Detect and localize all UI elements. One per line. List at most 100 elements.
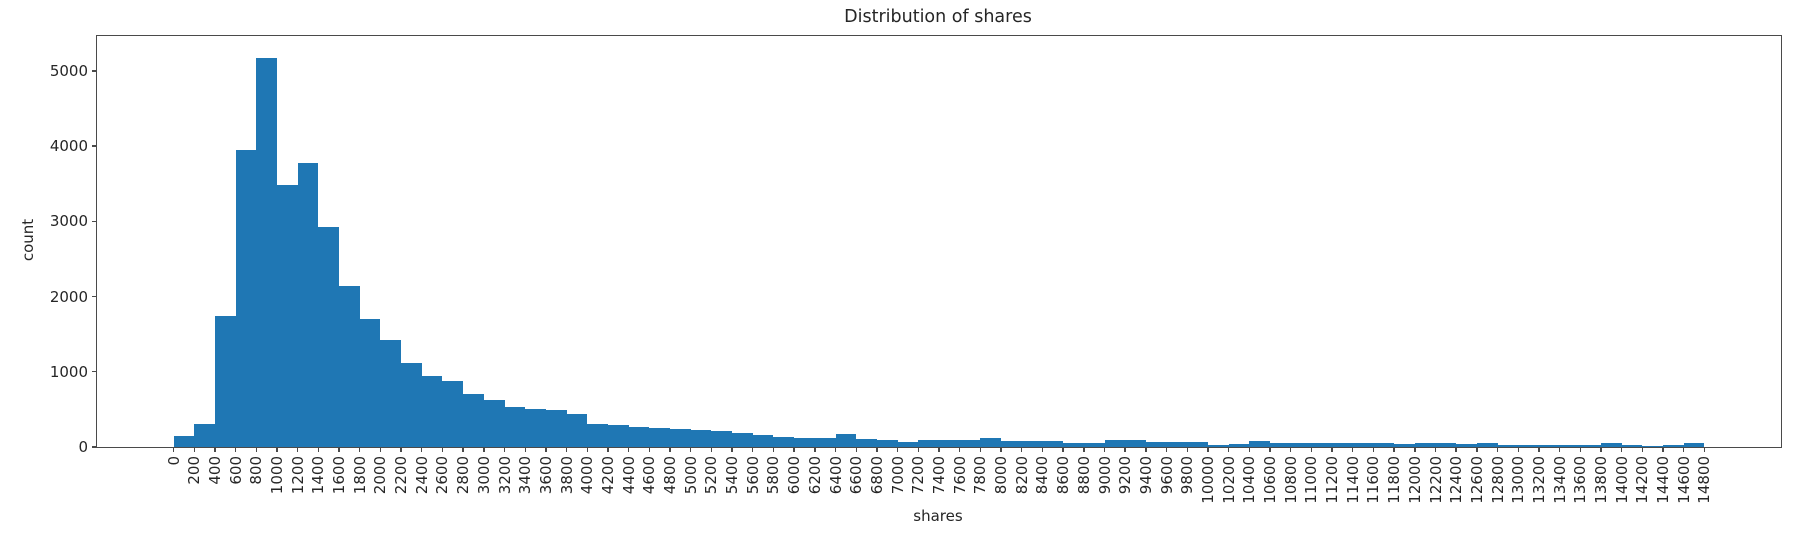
histogram-bar xyxy=(1290,442,1312,447)
x-tick-label: 6000 xyxy=(785,456,804,495)
histogram-bar xyxy=(587,424,608,447)
histogram-bar xyxy=(359,319,381,447)
histogram-bar xyxy=(1332,442,1353,447)
x-tick-mark xyxy=(1662,447,1664,452)
x-tick-mark xyxy=(1538,447,1540,452)
histogram-bar xyxy=(442,380,464,447)
histogram-bar xyxy=(1001,441,1022,447)
x-axis-label: shares xyxy=(913,507,963,525)
histogram-bar xyxy=(814,437,836,447)
x-tick-mark xyxy=(1558,447,1561,452)
histogram-bar xyxy=(835,434,857,447)
histogram-bar xyxy=(732,433,753,447)
x-tick-label: 8800 xyxy=(1074,456,1093,495)
x-tick-label: 11000 xyxy=(1302,456,1321,504)
x-tick-mark xyxy=(276,447,278,452)
x-tick-mark xyxy=(834,447,837,452)
x-tick-mark xyxy=(958,447,961,452)
x-tick-mark xyxy=(172,447,175,452)
x-tick-label: 3600 xyxy=(536,456,555,495)
x-tick-mark xyxy=(752,447,754,452)
x-tick-label: 7800 xyxy=(971,456,990,495)
histogram-bar xyxy=(1621,445,1643,447)
x-tick-mark xyxy=(1248,447,1250,452)
bars-layer xyxy=(97,36,1781,447)
x-tick-label: 13200 xyxy=(1529,456,1548,504)
x-tick-label: 14600 xyxy=(1674,456,1693,504)
histogram-bar xyxy=(1601,443,1622,447)
x-tick-label: 6400 xyxy=(826,456,845,495)
x-tick-label: 4600 xyxy=(640,456,659,495)
x-tick-mark xyxy=(669,447,671,452)
x-tick-label: 200 xyxy=(185,456,204,485)
x-tick-mark xyxy=(1641,447,1644,452)
histogram-bar xyxy=(1456,444,1477,447)
plot-area: 0 200 400 600 800 1000 1200 1400 1600 1800 2000 220… xyxy=(50,35,1782,504)
histogram-bar xyxy=(1104,439,1126,447)
x-tick-label: 8600 xyxy=(1054,456,1073,495)
x-tick-label: 14400 xyxy=(1654,456,1673,504)
x-tick-label: 11400 xyxy=(1343,456,1362,504)
x-tick-label: 9600 xyxy=(1157,456,1176,495)
x-tick-mark xyxy=(462,447,464,452)
x-tick-mark xyxy=(1165,447,1168,452)
x-tick-mark xyxy=(793,447,795,452)
x-tick-mark xyxy=(1269,447,1271,452)
x-tick-label: 9000 xyxy=(1095,456,1114,495)
x-tick-label: 1800 xyxy=(350,456,369,495)
x-tick-mark xyxy=(814,447,816,452)
x-tick-label: 11200 xyxy=(1323,456,1342,504)
x-tick-mark xyxy=(234,447,237,452)
y-tick-label: 0 xyxy=(78,438,88,456)
x-tick-mark xyxy=(1455,447,1457,452)
histogram-bar xyxy=(628,426,650,447)
y-tick-label: 2000 xyxy=(49,287,88,306)
histogram-bar xyxy=(235,149,257,447)
histogram-bar xyxy=(690,430,712,447)
histogram-bar xyxy=(856,439,877,447)
x-tick-mark xyxy=(1021,447,1023,452)
histogram-bar xyxy=(173,435,195,447)
histogram-bar xyxy=(1476,443,1498,447)
x-tick-label: 14200 xyxy=(1633,456,1652,504)
histogram-bar xyxy=(1166,442,1188,447)
x-tick-label: 10800 xyxy=(1281,456,1300,504)
x-tick-label: 11600 xyxy=(1364,456,1383,504)
x-tick-mark xyxy=(338,447,340,452)
histogram-bar xyxy=(1373,443,1395,447)
histogram-bar xyxy=(1125,439,1146,447)
x-tick-mark xyxy=(1062,447,1064,452)
x-tick-label: 4200 xyxy=(598,456,617,495)
histogram-bar xyxy=(1497,444,1519,447)
x-tick-mark xyxy=(1207,447,1209,452)
x-tick-mark xyxy=(1352,447,1354,452)
x-tick-label: 2800 xyxy=(454,456,473,495)
histogram-bar xyxy=(214,316,236,447)
histogram-bar xyxy=(1021,441,1043,447)
x-tick-label: 10400 xyxy=(1240,456,1259,504)
x-tick-label: 12400 xyxy=(1447,456,1466,504)
x-tick-label: 7400 xyxy=(930,456,948,495)
histogram-bar xyxy=(1083,443,1105,447)
x-tick-mark xyxy=(1186,447,1188,452)
histogram-bar xyxy=(939,440,960,447)
x-tick-mark xyxy=(1621,447,1623,452)
x-tick-label: 1200 xyxy=(288,456,307,495)
x-tick-label: 12800 xyxy=(1488,456,1507,504)
x-tick-mark xyxy=(524,447,526,452)
histogram-bar xyxy=(1663,445,1684,447)
histogram-bar xyxy=(752,435,774,447)
histogram-bar xyxy=(980,437,1002,447)
x-tick-mark xyxy=(1041,447,1044,452)
x-tick-mark xyxy=(1372,447,1375,452)
y-tick-label: 3000 xyxy=(49,212,88,231)
x-tick-label: 6200 xyxy=(805,456,824,495)
x-tick-mark xyxy=(917,447,919,452)
x-tick-label: 10000 xyxy=(1198,456,1217,504)
x-tick-mark xyxy=(1331,447,1333,452)
x-tick-label: 6600 xyxy=(847,456,866,495)
histogram-bar xyxy=(1270,442,1291,447)
x-tick-mark xyxy=(710,447,713,452)
x-tick-label: 5600 xyxy=(743,456,762,495)
